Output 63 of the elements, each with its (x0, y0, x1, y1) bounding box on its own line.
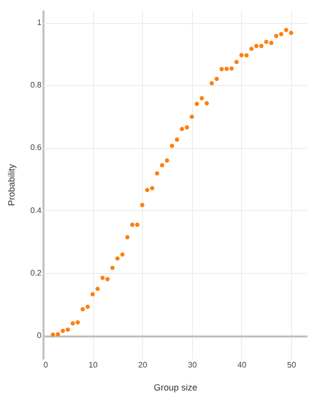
point (279, 32, 284, 36)
point (66, 327, 70, 332)
point (284, 28, 288, 32)
point (214, 76, 219, 81)
point (160, 163, 164, 168)
x-tick-label: 10 (88, 360, 98, 370)
point (269, 40, 274, 45)
point (190, 114, 194, 119)
point (60, 328, 65, 333)
point (150, 186, 154, 190)
y-tick-label: 0 (37, 331, 42, 340)
point (264, 40, 268, 44)
point (194, 102, 199, 106)
x-tick-label: 40 (238, 360, 247, 370)
point (120, 252, 125, 257)
point (274, 34, 278, 38)
x-tick-label: 30 (188, 360, 198, 370)
point (155, 171, 160, 176)
point (130, 222, 134, 227)
point (80, 307, 85, 312)
point (210, 81, 214, 86)
y-tick-label: 0.4 (30, 206, 42, 215)
point (135, 222, 140, 227)
point (254, 44, 259, 48)
point (259, 44, 264, 48)
point (70, 321, 75, 326)
x-axis-title: Group size (154, 382, 198, 392)
point (110, 266, 115, 270)
point (174, 137, 180, 142)
point (76, 320, 80, 324)
point (56, 332, 60, 336)
point (239, 52, 244, 58)
y-tick-label: 0.2 (30, 268, 42, 278)
y-tick-label: 1 (37, 18, 42, 28)
point (90, 292, 95, 296)
point (224, 66, 229, 71)
point (200, 96, 204, 100)
point (184, 125, 190, 130)
point (204, 101, 209, 106)
point (289, 30, 294, 35)
point (95, 286, 100, 292)
point (125, 235, 130, 240)
point (170, 144, 174, 148)
point (234, 60, 239, 64)
point (50, 332, 56, 337)
x-tick-label: 0 (44, 360, 48, 370)
point (180, 126, 184, 132)
point (100, 276, 105, 280)
point (164, 158, 170, 163)
point (86, 304, 90, 309)
point (140, 202, 144, 208)
point (229, 66, 234, 71)
x-tick-label: 20 (138, 360, 148, 370)
point (244, 53, 249, 58)
point (115, 256, 120, 261)
point (105, 277, 110, 282)
point (145, 188, 150, 192)
y-tick-label: 0.8 (30, 80, 42, 90)
point (220, 67, 224, 72)
y-axis-title: Probability (6, 163, 16, 206)
x-tick-label: 50 (287, 360, 297, 370)
point (249, 46, 254, 51)
y-tick-label: 0.6 (30, 143, 42, 152)
